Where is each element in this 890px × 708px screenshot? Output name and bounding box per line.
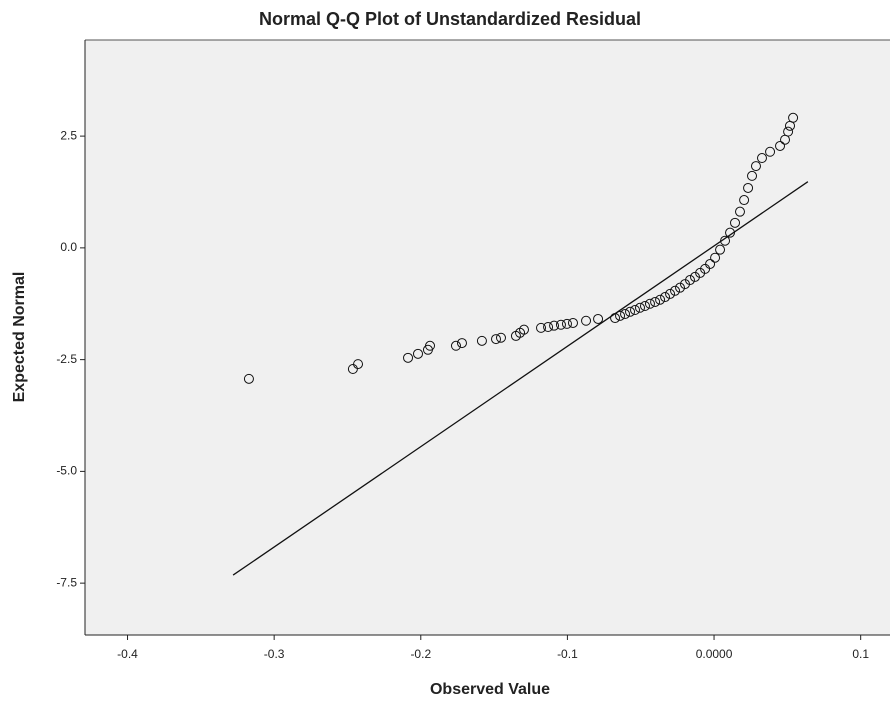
x-tick-label: 0.0000 <box>696 647 733 661</box>
x-tick-label: -0.4 <box>117 647 138 661</box>
x-tick-label: -0.1 <box>557 647 578 661</box>
y-tick-label: -5.0 <box>56 464 77 478</box>
x-tick-label: -0.2 <box>410 647 431 661</box>
y-tick-label: -2.5 <box>56 352 77 366</box>
x-tick-label: 0.1 <box>852 647 869 661</box>
chart-title: Normal Q-Q Plot of Unstandardized Residu… <box>259 9 641 29</box>
y-axis-title: Expected Normal <box>11 272 28 403</box>
x-tick-label: -0.3 <box>264 647 285 661</box>
plot-area <box>85 40 890 635</box>
y-tick-label: -7.5 <box>56 575 77 589</box>
chart: Normal Q-Q Plot of Unstandardized Residu… <box>0 0 890 703</box>
x-axis-title: Observed Value <box>430 681 550 698</box>
y-tick-label: 0.0 <box>60 240 77 254</box>
y-tick-label: 2.5 <box>60 128 77 142</box>
